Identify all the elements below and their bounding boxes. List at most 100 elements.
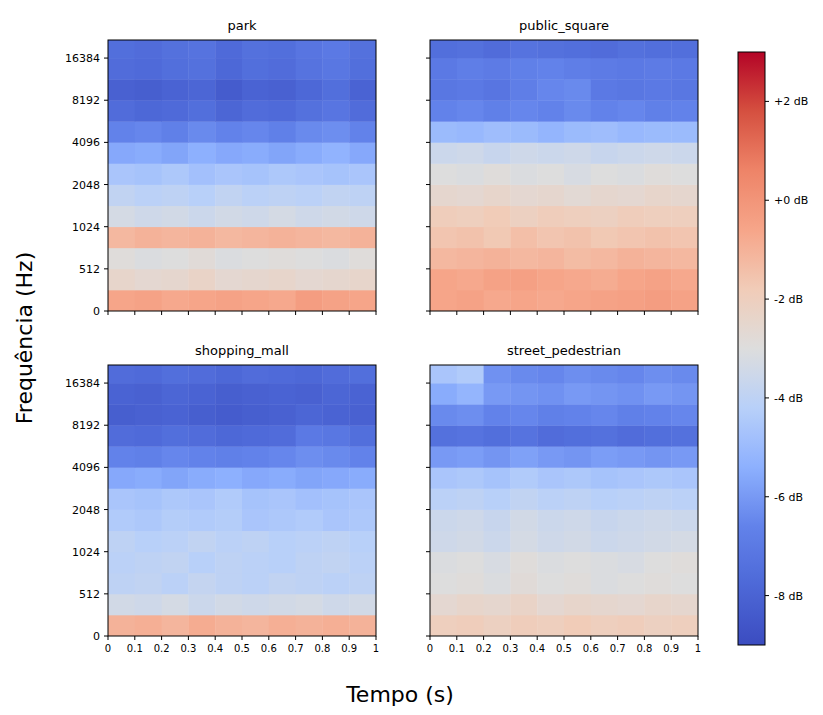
cell <box>591 425 618 446</box>
x-tick <box>644 636 645 640</box>
cell <box>188 163 215 184</box>
x-tick <box>590 311 591 315</box>
cell <box>484 383 511 404</box>
cell <box>457 100 484 121</box>
cell <box>162 269 189 290</box>
cell <box>188 290 215 311</box>
cell <box>618 142 645 163</box>
cell <box>188 142 215 163</box>
cell <box>671 206 698 227</box>
y-tick <box>426 509 430 510</box>
cell <box>644 185 671 206</box>
cell <box>188 446 215 467</box>
cell <box>484 163 511 184</box>
cell <box>322 142 349 163</box>
cell <box>349 185 376 206</box>
cell <box>644 552 671 573</box>
cells <box>430 365 698 636</box>
cell <box>269 206 296 227</box>
cell <box>215 142 242 163</box>
x-tick <box>698 311 699 315</box>
cell <box>430 121 457 142</box>
cell <box>564 40 591 58</box>
cell <box>537 467 564 488</box>
x-tick-label: 0.3 <box>502 643 518 654</box>
cell <box>108 40 135 58</box>
cell <box>430 552 457 573</box>
cell <box>349 290 376 311</box>
cell <box>215 552 242 573</box>
cell <box>269 100 296 121</box>
cell <box>215 58 242 79</box>
cell <box>269 552 296 573</box>
cell <box>671 365 698 383</box>
cell <box>671 467 698 488</box>
cell <box>269 404 296 425</box>
cells <box>108 40 376 311</box>
x-tick-label: 0 <box>427 643 433 654</box>
cell <box>188 404 215 425</box>
x-tick <box>430 636 431 640</box>
y-tick-label: 16384 <box>65 52 100 65</box>
cell <box>457 425 484 446</box>
y-tick <box>426 636 430 637</box>
cell <box>135 425 162 446</box>
cell <box>537 425 564 446</box>
cell <box>591 163 618 184</box>
x-tick-label: 1 <box>373 643 379 654</box>
cell <box>162 185 189 206</box>
cell <box>135 142 162 163</box>
y-tick <box>104 467 108 468</box>
cell <box>108 573 135 594</box>
cell <box>510 58 537 79</box>
cell <box>269 40 296 58</box>
cell <box>242 163 269 184</box>
cell <box>296 227 323 248</box>
cell <box>618 446 645 467</box>
cell <box>484 58 511 79</box>
cell <box>108 227 135 248</box>
cell <box>510 40 537 58</box>
cell <box>430 79 457 100</box>
cell <box>457 40 484 58</box>
cell <box>618 365 645 383</box>
cell <box>484 594 511 615</box>
cell <box>188 552 215 573</box>
cell <box>430 425 457 446</box>
x-tick-label: 0.1 <box>127 643 143 654</box>
cell <box>644 365 671 383</box>
cell <box>510 615 537 636</box>
cell <box>564 615 591 636</box>
x-tick <box>349 311 350 315</box>
cell <box>242 573 269 594</box>
y-tick <box>104 383 108 384</box>
x-tick-label: 0.7 <box>288 643 304 654</box>
cell <box>457 206 484 227</box>
y-tick-label: 1024 <box>72 221 100 234</box>
x-tick <box>376 311 377 315</box>
cell <box>162 58 189 79</box>
cell <box>108 467 135 488</box>
cell <box>135 594 162 615</box>
cell <box>510 594 537 615</box>
cell <box>564 185 591 206</box>
cell <box>644 467 671 488</box>
cell <box>457 615 484 636</box>
y-tick-label: 2048 <box>72 179 100 192</box>
cell <box>457 446 484 467</box>
cell <box>644 383 671 404</box>
y-tick <box>104 509 108 510</box>
cell <box>537 248 564 269</box>
cell <box>269 290 296 311</box>
x-tick <box>188 636 189 640</box>
cell <box>484 142 511 163</box>
cell <box>188 79 215 100</box>
cell <box>215 185 242 206</box>
y-tick <box>104 142 108 143</box>
y-tick-label: 512 <box>79 263 100 276</box>
cell <box>215 531 242 552</box>
cell <box>457 573 484 594</box>
cell <box>162 467 189 488</box>
cell <box>188 185 215 206</box>
cell <box>564 206 591 227</box>
